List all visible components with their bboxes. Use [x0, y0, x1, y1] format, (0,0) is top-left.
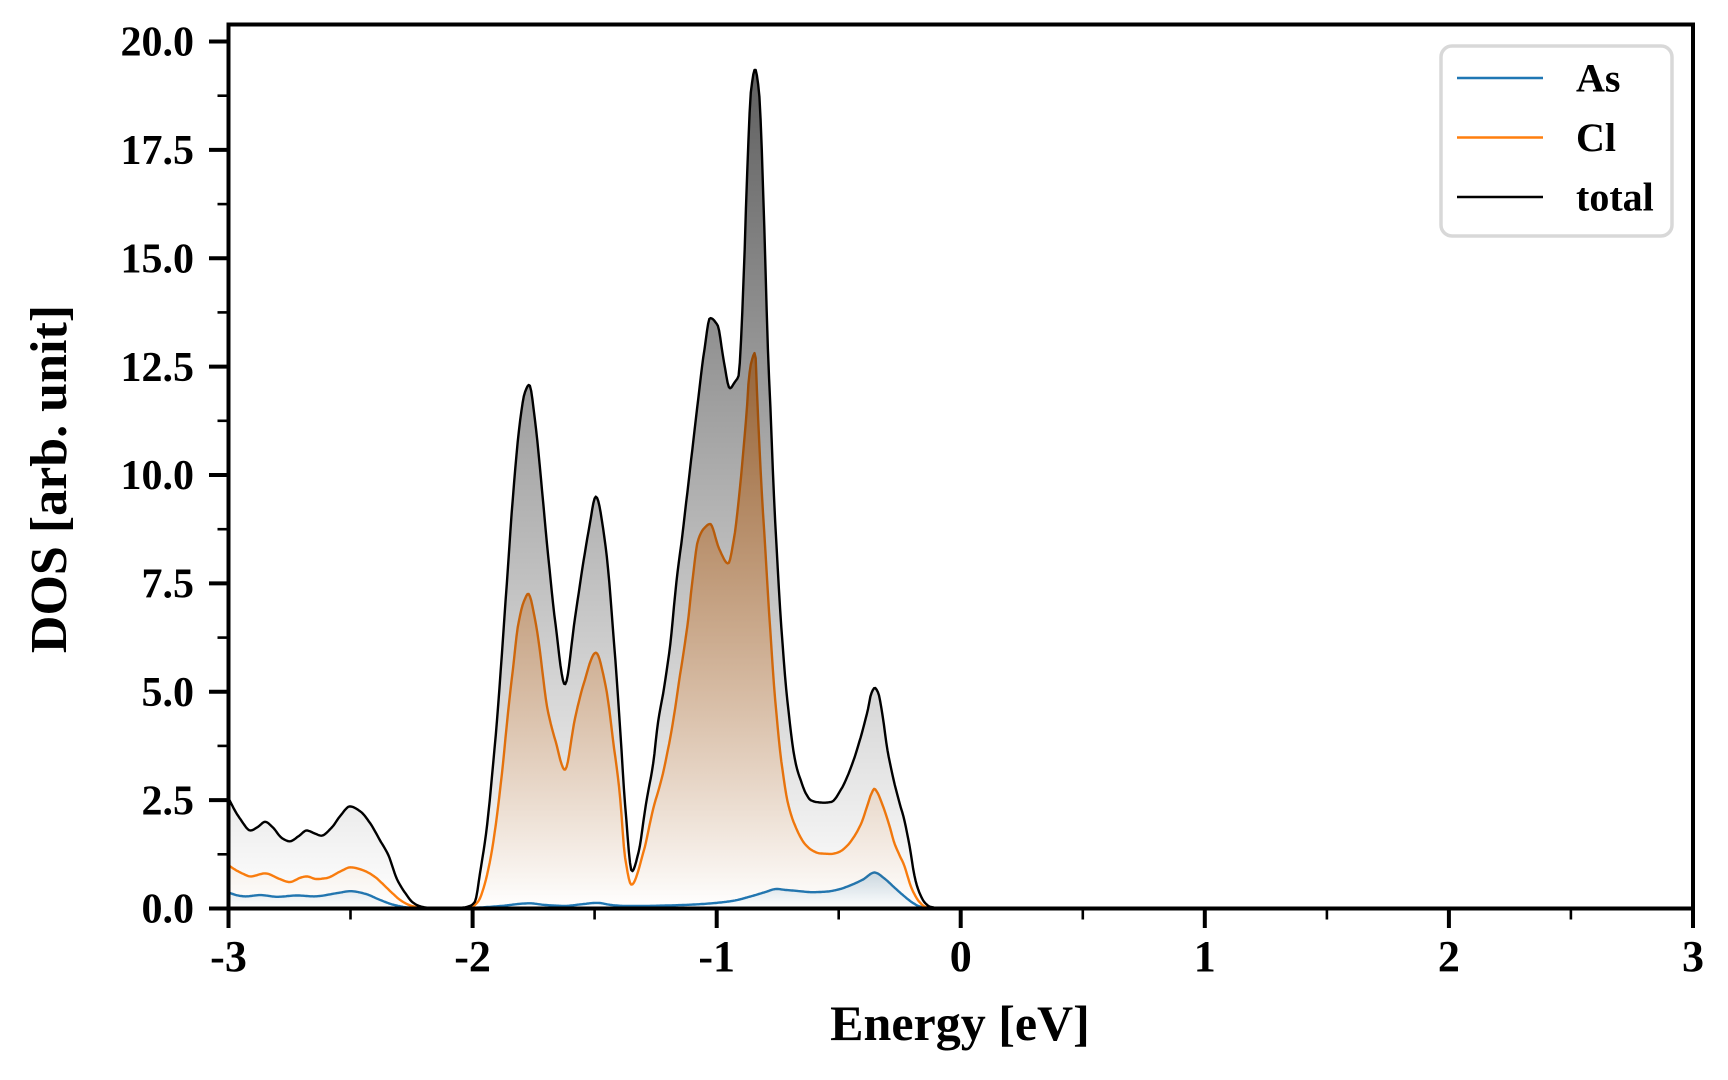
svg-text:-2: -2 [454, 932, 491, 981]
svg-text:1: 1 [1194, 932, 1216, 981]
svg-text:0.0: 0.0 [142, 887, 195, 933]
svg-text:2.5: 2.5 [142, 778, 195, 824]
svg-text:17.5: 17.5 [121, 128, 195, 174]
svg-text:2: 2 [1438, 932, 1460, 981]
svg-text:10.0: 10.0 [121, 453, 195, 499]
svg-text:15.0: 15.0 [121, 236, 195, 282]
svg-text:Energy [eV]: Energy [eV] [830, 995, 1090, 1051]
svg-text:0: 0 [950, 932, 972, 981]
svg-text:-3: -3 [210, 932, 247, 981]
svg-text:Cl: Cl [1576, 115, 1616, 160]
svg-text:5.0: 5.0 [142, 670, 195, 716]
svg-text:As: As [1576, 56, 1620, 101]
svg-text:DOS [arb. unit]: DOS [arb. unit] [21, 305, 78, 653]
svg-text:-1: -1 [698, 932, 735, 981]
svg-text:20.0: 20.0 [121, 20, 195, 66]
svg-text:3: 3 [1682, 932, 1704, 981]
svg-text:total: total [1576, 175, 1654, 220]
svg-text:7.5: 7.5 [142, 562, 195, 608]
svg-text:12.5: 12.5 [121, 345, 195, 391]
